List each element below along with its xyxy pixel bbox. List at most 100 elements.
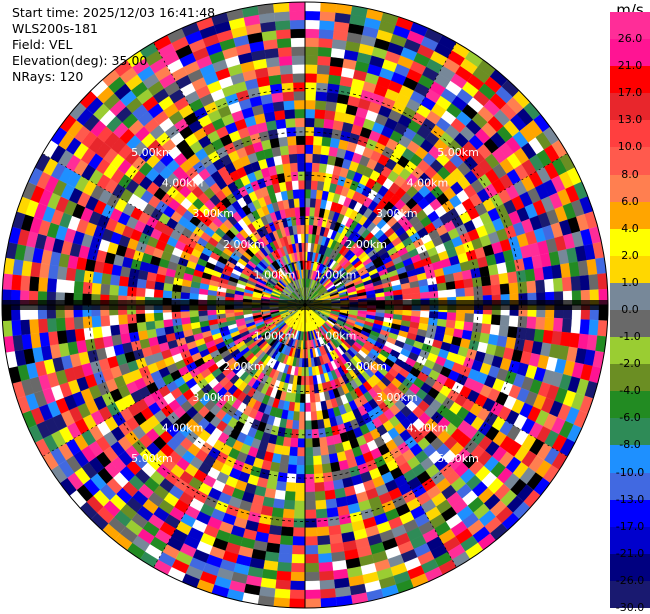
range-gate (280, 455, 289, 465)
colorbar-tick-label: 1.0 (610, 277, 650, 289)
range-gate (163, 319, 173, 327)
range-gate (291, 572, 305, 581)
range-gate (272, 507, 284, 517)
range-gate (180, 292, 189, 299)
range-gate (277, 128, 287, 138)
colorbar-tick-label: -17.0 (610, 521, 650, 533)
range-gate (305, 180, 311, 189)
range-gate (437, 283, 447, 291)
range-gate (320, 154, 329, 164)
range-gate (308, 367, 312, 376)
range-gate (305, 29, 319, 38)
range-gate (313, 136, 322, 146)
range-gate (145, 288, 155, 297)
range-gate (301, 225, 305, 234)
range-gate (294, 501, 305, 510)
range-gate (313, 456, 322, 466)
range-gate (325, 490, 336, 500)
range-gate (299, 189, 305, 198)
range-gate (274, 11, 290, 21)
range-gate (527, 317, 537, 329)
range-gate (326, 499, 337, 509)
range-gate (320, 589, 336, 599)
range-gate (282, 83, 294, 93)
range-gate (314, 465, 323, 475)
colorbar-tick-label: -21.0 (610, 548, 650, 560)
range-ring-label: 1.00km (254, 268, 296, 281)
colorbar-tick-label: -2.0 (610, 358, 650, 370)
start-time: Start time: 2025/12/03 16:41:48 (12, 5, 215, 21)
range-gate (438, 312, 447, 320)
range-gate (300, 385, 305, 394)
range-gate (562, 319, 572, 333)
range-gate (75, 328, 85, 341)
range-gate (305, 519, 316, 528)
range-gate (482, 285, 492, 295)
range-gate (270, 83, 282, 93)
range-gate (455, 280, 465, 289)
range-gate (305, 403, 311, 412)
range-gate (75, 269, 85, 282)
colorbar-tick-label: 4.0 (610, 223, 650, 235)
range-gate (309, 385, 314, 394)
range-gate (456, 313, 466, 322)
range-gate (283, 163, 291, 173)
range-gate (324, 119, 335, 129)
range-gate (300, 207, 305, 216)
range-gate (311, 411, 317, 420)
range-gate (109, 315, 119, 326)
range-ring-label: 2.00km (345, 238, 387, 251)
range-gate (285, 491, 296, 501)
range-gate (305, 55, 318, 64)
range-gate (429, 291, 438, 298)
range-gate (313, 145, 322, 155)
range-gate (444, 274, 454, 283)
range-gate (172, 312, 181, 319)
range-gate (268, 534, 281, 544)
colorbar-tick-label: 21.0 (610, 60, 650, 72)
colorbar-tick-label: 17.0 (610, 87, 650, 99)
range-gate (446, 281, 456, 290)
range-gate (57, 266, 67, 280)
range-gate (447, 289, 456, 297)
range-gate (499, 273, 509, 284)
range-gate (490, 325, 500, 336)
range-gate (589, 320, 599, 336)
range-gate (278, 553, 292, 563)
range-gate (319, 571, 334, 581)
range-gate (305, 412, 311, 421)
range-gate (314, 482, 324, 492)
range-ring-label: 2.00km (223, 238, 265, 251)
range-gate (285, 181, 292, 191)
range-gate (284, 100, 295, 110)
instrument-name: WLS200s-181 (12, 21, 215, 37)
range-gate (305, 447, 313, 456)
range-gate (280, 535, 293, 545)
range-gate (482, 314, 492, 324)
range-gate (326, 92, 338, 102)
range-gate (56, 318, 66, 331)
range-gate (320, 11, 336, 21)
range-gate (207, 310, 216, 316)
range-gate (282, 518, 294, 528)
range-gate (319, 562, 333, 572)
colorbar-tick-label: -10.0 (610, 467, 650, 479)
range-gate (465, 287, 475, 296)
range-gate (316, 411, 323, 421)
range-gate (269, 75, 282, 85)
range-gate (294, 198, 300, 207)
range-gate (316, 509, 327, 519)
range-gate (438, 290, 447, 298)
range-gate (278, 47, 292, 57)
range-gate (283, 509, 294, 519)
range-gate (315, 100, 326, 110)
range-ring-label: 1.00km (315, 268, 357, 281)
range-gate (553, 278, 563, 292)
range-gate (299, 421, 305, 430)
range-gate (305, 367, 309, 376)
range-gate (305, 207, 310, 216)
range-gate (291, 38, 305, 47)
range-gate (310, 394, 316, 403)
range-gate (128, 277, 138, 287)
